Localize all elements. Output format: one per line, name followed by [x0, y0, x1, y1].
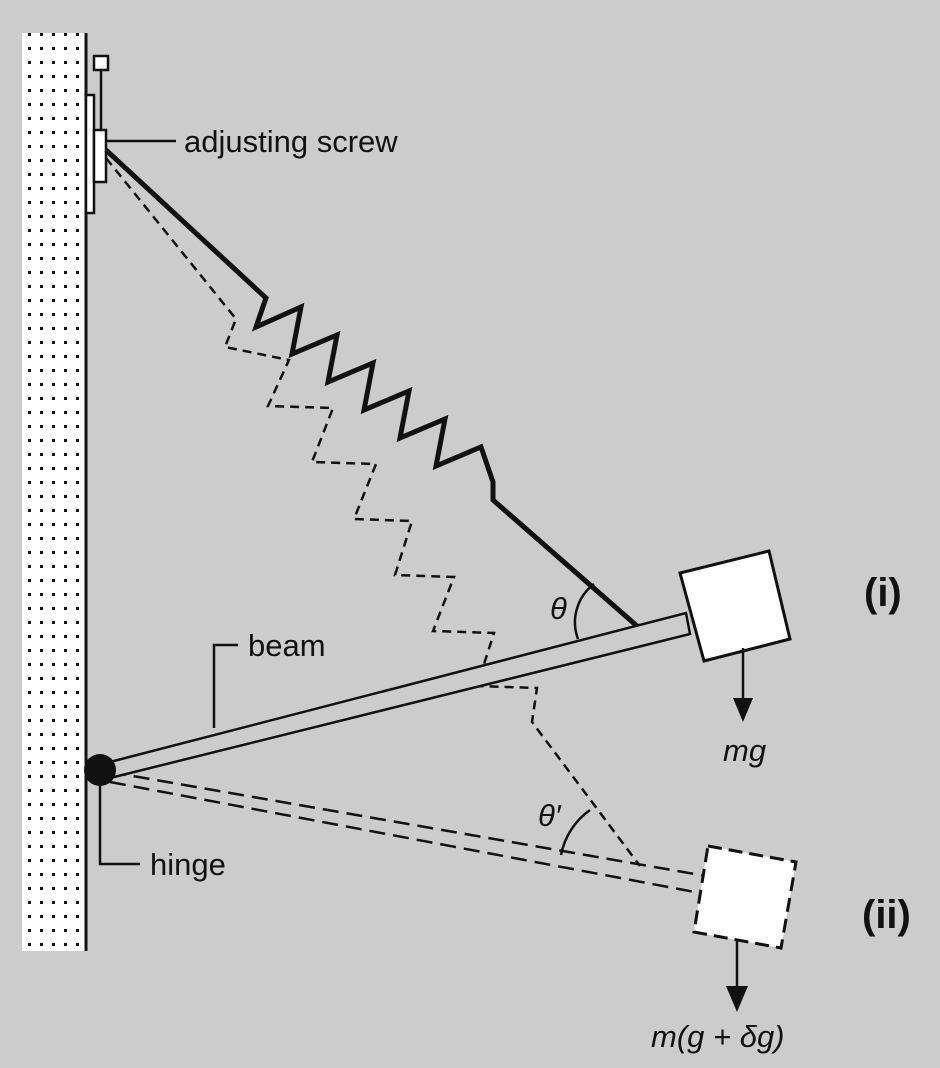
wall — [22, 33, 88, 951]
beam-label: beam — [248, 628, 326, 663]
mg-label: mg — [723, 733, 766, 768]
m-g-plus-delta-g-label: m(g + δg) — [651, 1019, 785, 1054]
arrow-mg — [733, 648, 753, 722]
adjusting-screw — [84, 54, 176, 215]
adjusting-screw-label: adjusting screw — [184, 124, 398, 159]
angle-theta-prime-arc — [559, 808, 591, 856]
arrow-m-g-plus-delta-g — [726, 940, 748, 1012]
hinge-pivot — [84, 754, 116, 786]
angle-theta-arc — [573, 583, 595, 640]
hinge-leader — [98, 786, 140, 866]
state-i-label: (i) — [864, 571, 902, 615]
theta-prime-label: θ′ — [538, 798, 562, 833]
theta-label: θ — [550, 591, 567, 626]
spring-solid-position-i — [104, 148, 639, 628]
beam-dashed-position-ii — [109, 770, 707, 895]
mass-position-i — [678, 549, 792, 663]
leader-lines — [98, 643, 238, 866]
spring-dashed-position-ii — [105, 157, 641, 867]
beam-leader — [212, 643, 238, 728]
state-ii-label: (ii) — [862, 893, 911, 937]
beam-position-i — [108, 611, 692, 780]
mass-position-ii — [692, 844, 798, 950]
hinge-label: hinge — [150, 847, 226, 882]
